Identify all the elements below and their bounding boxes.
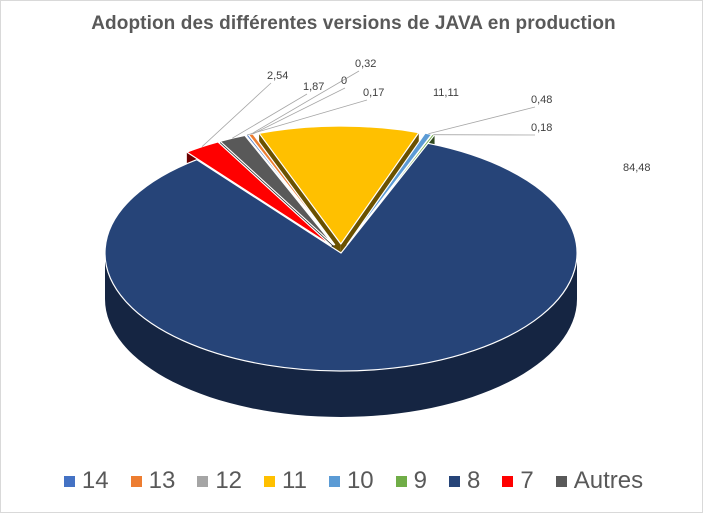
legend-label-8: 8 [467, 467, 480, 495]
legend-item-13: 13 [131, 467, 176, 495]
legend-item-12: 12 [197, 467, 242, 495]
data-label-12: 0 [341, 75, 347, 87]
data-label-13: 0,32 [355, 58, 376, 70]
legend-label-7: 7 [520, 467, 533, 495]
legend-swatch-9 [396, 476, 407, 487]
legend-swatch-7 [502, 476, 513, 487]
chart-legend: 14 13 12 11 10 9 8 7 Autres [1, 467, 705, 495]
legend-label-10: 10 [347, 467, 374, 495]
data-label-10: 0,48 [531, 94, 552, 106]
legend-item-14: 14 [64, 467, 109, 495]
legend-swatch-10 [329, 476, 340, 487]
legend-item-10: 10 [329, 467, 374, 495]
legend-swatch-autres [556, 476, 567, 487]
data-label-7: 2,54 [267, 70, 288, 82]
data-label-8: 84,48 [623, 162, 651, 174]
legend-item-autres: Autres [556, 467, 643, 495]
legend-item-7: 7 [502, 467, 533, 495]
legend-label-14: 14 [82, 467, 109, 495]
leader-line-10 [428, 107, 535, 134]
legend-label-autres: Autres [574, 467, 643, 495]
legend-item-11: 11 [264, 467, 307, 495]
data-label-Autres: 1,87 [303, 81, 324, 93]
legend-swatch-8 [449, 476, 460, 487]
legend-swatch-14 [64, 476, 75, 487]
legend-label-9: 9 [414, 467, 427, 495]
legend-swatch-11 [264, 476, 275, 487]
legend-label-13: 13 [149, 467, 176, 495]
legend-item-8: 8 [449, 467, 480, 495]
data-label-14: 0,17 [363, 87, 384, 99]
legend-label-11: 11 [282, 467, 307, 495]
legend-swatch-12 [197, 476, 208, 487]
legend-item-9: 9 [396, 467, 427, 495]
legend-swatch-13 [131, 476, 142, 487]
data-label-9: 0,18 [531, 122, 552, 134]
legend-label-12: 12 [215, 467, 242, 495]
data-label-11: 11,11 [433, 87, 459, 99]
